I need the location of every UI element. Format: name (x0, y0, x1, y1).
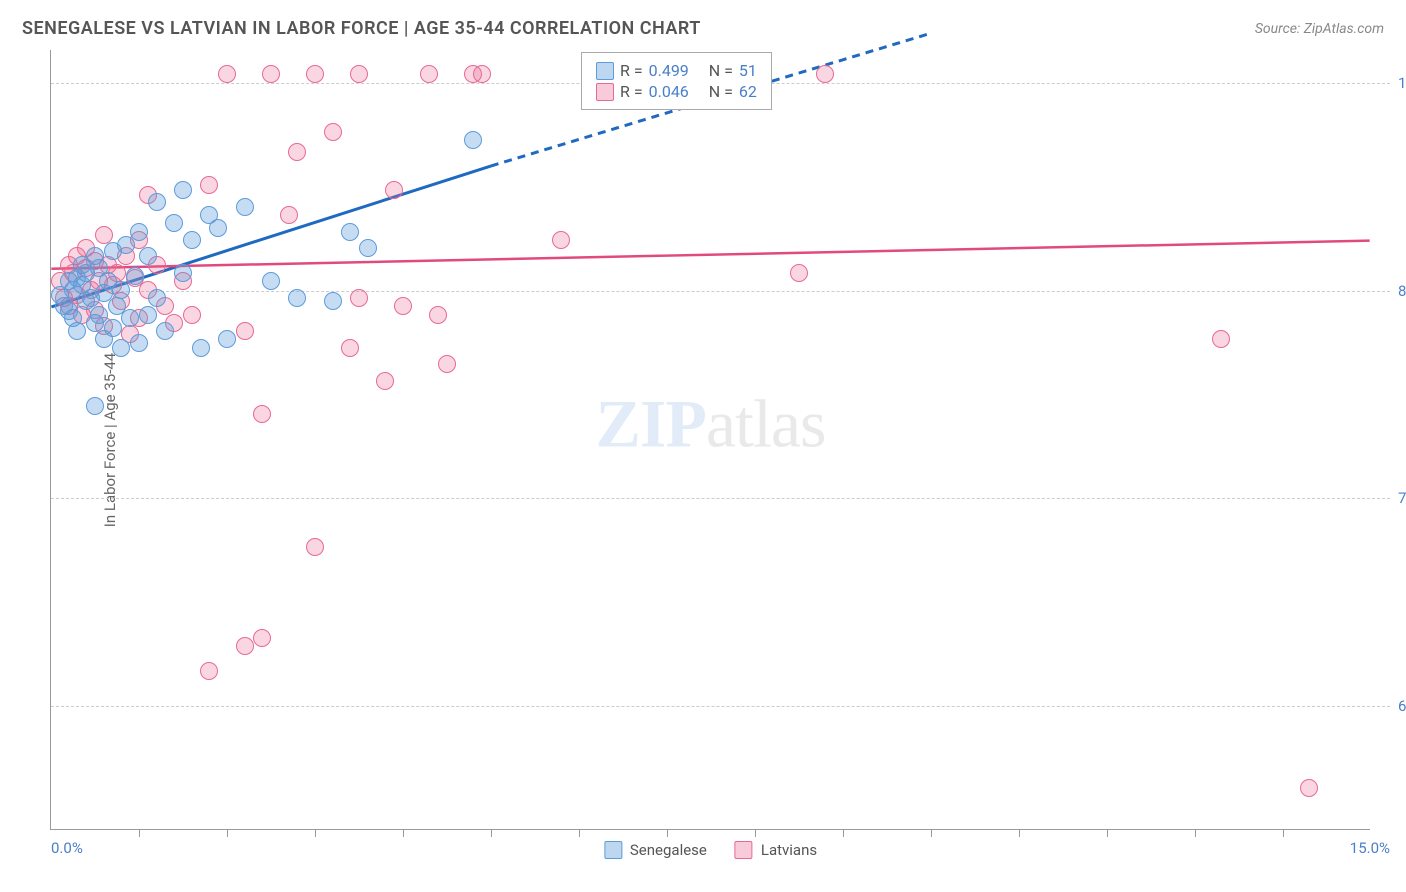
data-point (1300, 779, 1318, 797)
data-point (117, 236, 135, 254)
data-point (473, 65, 491, 83)
swatch-pink-icon (735, 841, 753, 859)
data-point (376, 372, 394, 390)
chart-title: SENEGALESE VS LATVIAN IN LABOR FORCE | A… (22, 18, 701, 39)
data-point (165, 214, 183, 232)
data-point (359, 239, 377, 257)
data-point (341, 339, 359, 357)
x-tick (931, 829, 932, 837)
y-tick-label: 100.0% (1390, 74, 1406, 92)
gridline (51, 498, 1390, 499)
x-max-label: 15.0% (1350, 839, 1390, 857)
data-point (253, 405, 271, 423)
data-point (288, 289, 306, 307)
data-point (104, 319, 122, 337)
data-point (130, 223, 148, 241)
correlation-legend: R = 0.499 N = 51 R = 0.046 N = 62 (581, 52, 772, 110)
swatch-blue-icon (596, 62, 614, 80)
watermark: ZIPatlas (596, 384, 826, 463)
data-point (236, 322, 254, 340)
x-tick (579, 829, 580, 837)
x-tick (227, 829, 228, 837)
data-point (262, 272, 280, 290)
data-point (218, 65, 236, 83)
data-point (192, 339, 210, 357)
data-point (200, 176, 218, 194)
data-point (95, 226, 113, 244)
data-point (350, 65, 368, 83)
data-point (324, 292, 342, 310)
data-point (148, 193, 166, 211)
y-tick-label: 87.5% (1390, 282, 1406, 300)
data-point (280, 206, 298, 224)
x-tick (843, 829, 844, 837)
y-axis-label: In Labor Force | Age 35-44 (101, 352, 119, 526)
data-point (790, 264, 808, 282)
data-point (86, 397, 104, 415)
data-point (112, 281, 130, 299)
legend-item-senegalese: Senegalese (604, 841, 707, 859)
data-point (438, 355, 456, 373)
data-point (148, 289, 166, 307)
y-tick-label: 75.0% (1390, 489, 1406, 507)
gridline (51, 291, 1390, 292)
data-point (350, 289, 368, 307)
x-tick (1195, 829, 1196, 837)
x-tick (755, 829, 756, 837)
data-point (1212, 330, 1230, 348)
data-point (126, 267, 144, 285)
data-point (68, 322, 86, 340)
data-point (552, 231, 570, 249)
data-point (306, 538, 324, 556)
data-point (324, 123, 342, 141)
x-tick (403, 829, 404, 837)
data-point (306, 65, 324, 83)
legend-row-senegalese: R = 0.499 N = 51 (596, 61, 757, 80)
x-tick (1019, 829, 1020, 837)
data-point (236, 198, 254, 216)
data-point (200, 662, 218, 680)
data-point (112, 339, 130, 357)
data-point (174, 264, 192, 282)
data-point (816, 65, 834, 83)
scatter-chart: In Labor Force | Age 35-44 ZIPatlas 62.5… (50, 50, 1370, 830)
data-point (394, 297, 412, 315)
data-point (218, 330, 236, 348)
data-point (209, 219, 227, 237)
data-point (429, 306, 447, 324)
data-point (262, 65, 280, 83)
x-tick (1107, 829, 1108, 837)
data-point (236, 637, 254, 655)
data-point (288, 143, 306, 161)
swatch-blue-icon (604, 841, 622, 859)
data-point (130, 334, 148, 352)
legend-row-latvians: R = 0.046 N = 62 (596, 82, 757, 101)
data-point (174, 181, 192, 199)
data-point (464, 131, 482, 149)
x-tick (315, 829, 316, 837)
data-point (183, 306, 201, 324)
swatch-pink-icon (596, 83, 614, 101)
data-point (156, 322, 174, 340)
x-min-label: 0.0% (51, 839, 83, 857)
data-point (139, 247, 157, 265)
data-point (121, 309, 139, 327)
data-point (341, 223, 359, 241)
legend-item-latvians: Latvians (735, 841, 817, 859)
data-point (420, 65, 438, 83)
trendlines (51, 50, 1370, 829)
data-point (253, 629, 271, 647)
x-tick (491, 829, 492, 837)
x-tick (667, 829, 668, 837)
series-legend: Senegalese Latvians (604, 841, 817, 859)
data-point (139, 306, 157, 324)
data-point (385, 181, 403, 199)
y-tick-label: 62.5% (1390, 697, 1406, 715)
data-point (183, 231, 201, 249)
gridline (51, 706, 1390, 707)
x-tick (139, 829, 140, 837)
x-tick (1283, 829, 1284, 837)
source-attribution: Source: ZipAtlas.com (1255, 21, 1384, 37)
